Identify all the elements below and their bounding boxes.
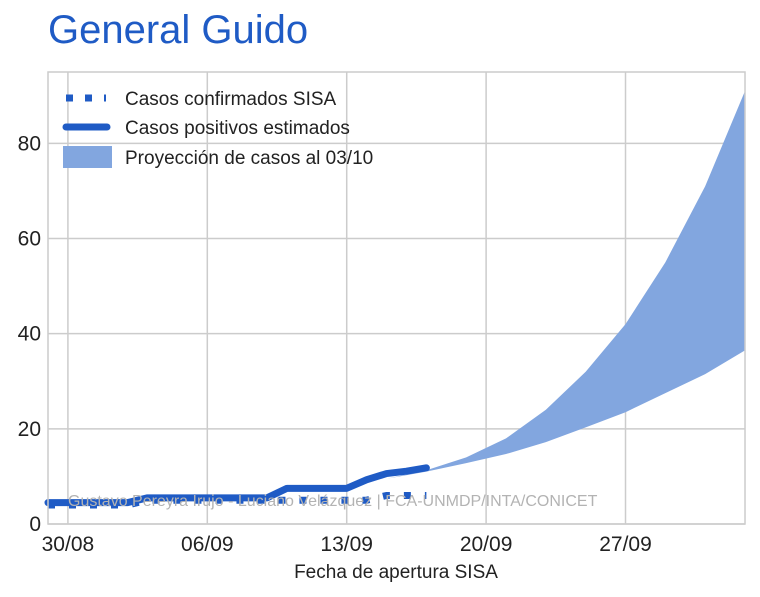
chart-title: General Guido	[48, 8, 309, 52]
x-tick-label: 13/09	[320, 533, 373, 556]
legend-label-confirmados: Casos confirmados SISA	[125, 89, 337, 110]
legend-swatch-proyeccion	[63, 146, 112, 168]
plot-area	[48, 72, 745, 524]
x-tick-label: 20/09	[460, 533, 513, 556]
legend: Casos confirmados SISA Casos positivos e…	[62, 89, 373, 169]
y-tick-label: 0	[29, 513, 41, 536]
watermark: Gustavo Pereyra Irujo - Luciano Velázque…	[68, 493, 598, 510]
legend-label-proyeccion: Proyección de casos al 03/10	[125, 148, 373, 169]
line-layer	[44, 464, 430, 509]
y-tick-label: 60	[18, 228, 41, 251]
x-tick-labels: 30/08 06/09 13/09 20/09 27/09	[42, 533, 652, 556]
x-axis-label: Fecha de apertura SISA	[294, 562, 498, 583]
band-layer	[386, 91, 745, 479]
series-casos-estimados	[44, 464, 430, 507]
x-tick-label: 30/08	[42, 533, 95, 556]
x-tick-label: 27/09	[599, 533, 652, 556]
plot-frame	[47, 71, 746, 525]
y-tick-label: 80	[18, 132, 41, 155]
legend-label-estimados: Casos positivos estimados	[125, 118, 350, 139]
y-tick-labels: 0 20 40 60 80	[18, 132, 41, 536]
y-tick-label: 20	[18, 418, 41, 441]
x-tick-label: 06/09	[181, 533, 234, 556]
y-tick-label: 40	[18, 323, 41, 346]
projection-band	[386, 91, 745, 479]
